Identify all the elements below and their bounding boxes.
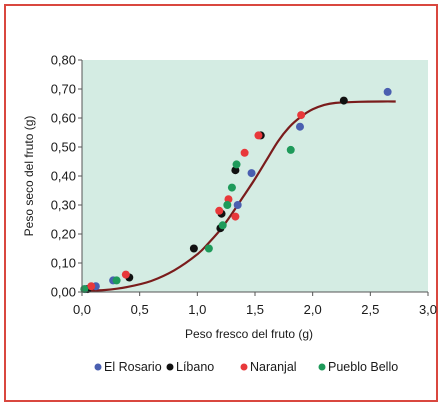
y-tick-label: 0,60 bbox=[51, 111, 76, 126]
point-pueblo-bello bbox=[218, 221, 227, 230]
y-tick-label: 0,50 bbox=[51, 140, 76, 155]
point-el-rosario bbox=[383, 87, 392, 96]
x-tick-label: 1,5 bbox=[246, 302, 264, 317]
legend: El Rosario Líbano Naranjal Pueblo Bello bbox=[94, 360, 398, 374]
y-tick-label: 0,10 bbox=[51, 256, 76, 271]
point-pueblo-bello bbox=[112, 276, 121, 285]
point-pueblo-bello bbox=[232, 160, 241, 169]
point-pueblo-bello bbox=[223, 201, 232, 209]
legend-marker-libano bbox=[166, 363, 174, 371]
legend-label-pueblo-bello: Pueblo Bello bbox=[328, 360, 398, 374]
x-tick-label: 0,0 bbox=[73, 302, 91, 317]
x-tick-label: 1,0 bbox=[188, 302, 206, 317]
x-tick-label: 3,0 bbox=[419, 302, 437, 317]
y-axis-label: Peso seco del fruto (g) bbox=[22, 116, 36, 237]
point-naranjal bbox=[254, 131, 263, 140]
point-naranjal bbox=[297, 111, 306, 120]
point-el-rosario bbox=[247, 169, 256, 178]
x-tick-label: 2,0 bbox=[304, 302, 322, 317]
y-tick-label: 0,70 bbox=[51, 82, 76, 97]
y-tick-label: 0,20 bbox=[51, 227, 76, 242]
legend-marker-pueblo-bello bbox=[318, 363, 326, 371]
x-tick-label: 2,5 bbox=[361, 302, 379, 317]
point-libano bbox=[189, 244, 198, 253]
legend-marker-el-rosario bbox=[94, 363, 102, 371]
point-el-rosario bbox=[295, 122, 304, 131]
plot-area bbox=[82, 60, 428, 292]
point-naranjal bbox=[231, 212, 240, 221]
y-tick-label: 0,30 bbox=[51, 198, 76, 213]
point-el-rosario bbox=[233, 201, 242, 209]
point-pueblo-bello bbox=[204, 244, 213, 253]
fitted-curve bbox=[81, 100, 396, 292]
point-pueblo-bello bbox=[286, 145, 295, 154]
point-naranjal bbox=[215, 206, 224, 215]
x-axis-label: Peso fresco del fruto (g) bbox=[185, 327, 313, 341]
point-naranjal bbox=[240, 148, 249, 157]
y-tick-label: 0,40 bbox=[51, 169, 76, 184]
point-naranjal bbox=[121, 270, 130, 279]
point-pueblo-bello bbox=[227, 183, 236, 192]
y-tick-label: 0,80 bbox=[51, 53, 76, 68]
legend-label-naranjal: Naranjal bbox=[250, 360, 297, 374]
legend-marker-naranjal bbox=[240, 363, 248, 371]
point-libano bbox=[339, 96, 348, 105]
legend-label-el-rosario: El Rosario bbox=[104, 360, 162, 374]
y-tick-label: 0,00 bbox=[51, 285, 76, 300]
legend-label-libano: Líbano bbox=[176, 360, 214, 374]
point-naranjal bbox=[87, 282, 96, 291]
x-tick-label: 0,5 bbox=[131, 302, 149, 317]
